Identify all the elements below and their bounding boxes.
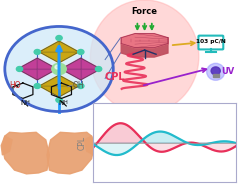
Text: CPL: CPL: [78, 136, 87, 150]
Polygon shape: [1, 136, 12, 155]
Circle shape: [52, 63, 66, 75]
Text: OH: OH: [73, 81, 85, 90]
Circle shape: [16, 67, 23, 71]
Circle shape: [56, 98, 62, 102]
Circle shape: [5, 26, 113, 112]
Circle shape: [95, 67, 102, 71]
Circle shape: [78, 50, 84, 54]
Polygon shape: [39, 41, 79, 63]
Text: Force: Force: [132, 7, 158, 16]
Polygon shape: [2, 132, 49, 174]
Text: UV: UV: [222, 67, 235, 76]
Text: CPL: CPL: [105, 72, 126, 81]
Circle shape: [56, 36, 62, 40]
Text: H: H: [64, 100, 68, 105]
Text: H: H: [25, 100, 29, 105]
Polygon shape: [84, 136, 95, 155]
Polygon shape: [121, 34, 168, 48]
Circle shape: [34, 84, 40, 88]
Bar: [213, 74, 219, 77]
Text: N: N: [59, 100, 64, 106]
Text: N: N: [20, 100, 26, 106]
FancyBboxPatch shape: [199, 36, 223, 49]
Circle shape: [34, 50, 40, 54]
Polygon shape: [47, 132, 94, 174]
Circle shape: [55, 65, 60, 69]
Ellipse shape: [207, 63, 225, 80]
Polygon shape: [39, 75, 79, 97]
Ellipse shape: [90, 0, 199, 113]
Text: HO: HO: [9, 81, 20, 90]
Polygon shape: [18, 58, 57, 80]
Ellipse shape: [211, 67, 220, 75]
Circle shape: [78, 84, 84, 88]
Polygon shape: [61, 58, 100, 80]
Text: 103 pC/N: 103 pC/N: [196, 39, 226, 44]
Polygon shape: [121, 38, 168, 57]
